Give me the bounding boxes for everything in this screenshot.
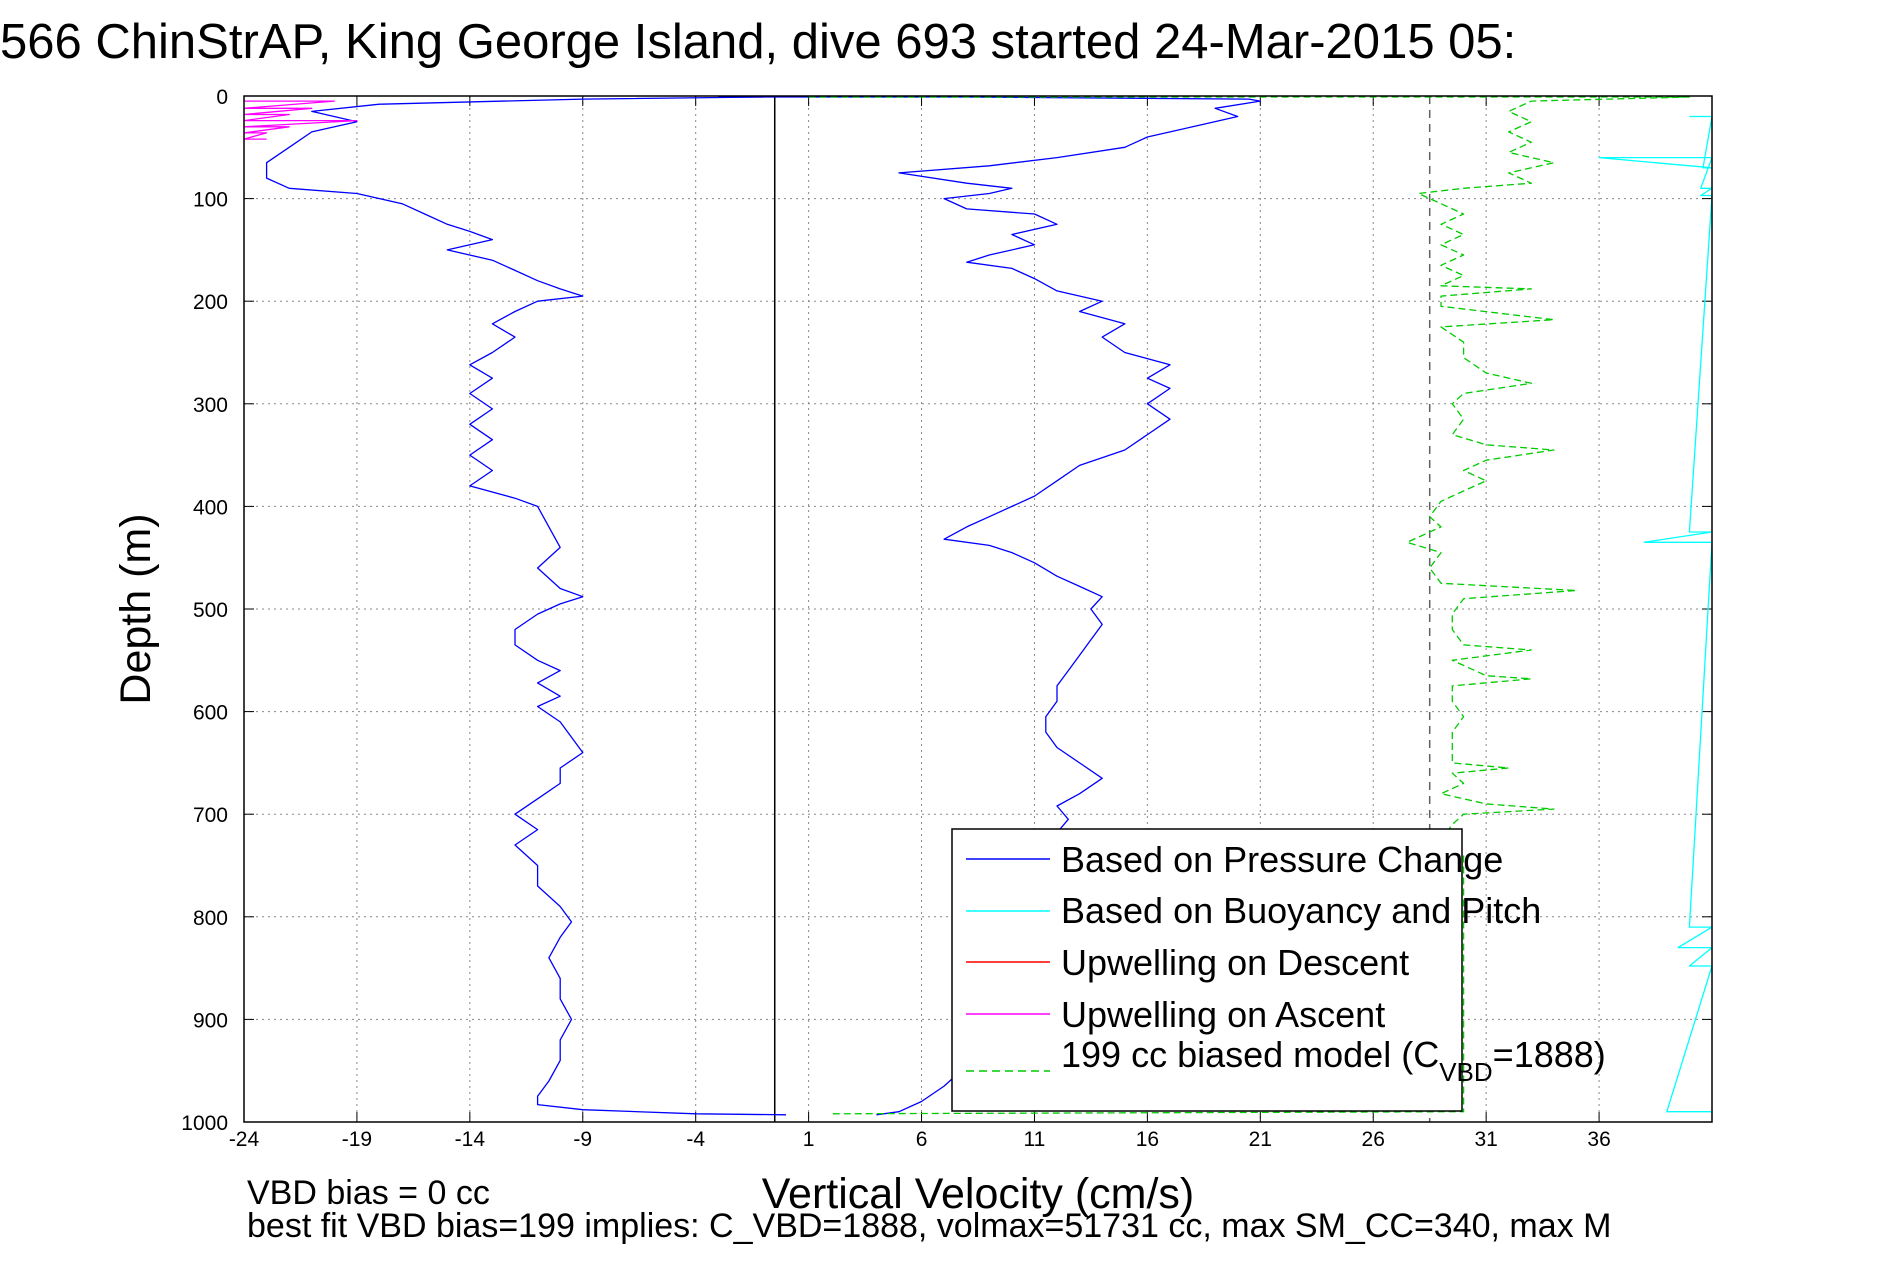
series-line-right-edge xyxy=(1598,115,1713,1113)
series-line-descent xyxy=(265,96,787,1116)
y-tick-label: 300 xyxy=(193,394,228,417)
x-tick-label: 16 xyxy=(1136,1128,1159,1151)
y-tick-label: 700 xyxy=(193,804,228,827)
y-tick-label: 800 xyxy=(193,907,228,930)
y-tick-label: 200 xyxy=(193,291,228,314)
series-line-top-left xyxy=(243,100,358,140)
y-tick-label: 1000 xyxy=(181,1112,228,1135)
x-tick-label: -9 xyxy=(573,1128,592,1151)
y-axis-label: Depth (m) xyxy=(112,513,160,704)
y-tick-label: 600 xyxy=(193,702,228,725)
plot-frame xyxy=(243,95,1713,1123)
y-tick-label: 500 xyxy=(193,599,228,622)
x-tick-label: -14 xyxy=(455,1128,486,1151)
legend-label-model-suffix: =1888) xyxy=(1493,1034,1606,1075)
legend-label-pressure: Based on Pressure Change xyxy=(1061,839,1503,880)
y-tick-label: 400 xyxy=(193,496,228,519)
legend-label-upwelling-ascent: Upwelling on Ascent xyxy=(1061,994,1385,1035)
chart-title: 566 ChinStrAP, King George Island, dive … xyxy=(0,15,1516,69)
legend-label-upwelling-descent: Upwelling on Descent xyxy=(1061,942,1409,983)
x-tick-label: 6 xyxy=(916,1128,928,1151)
legend-label-model-subscript: VBD xyxy=(1439,1057,1492,1087)
x-axis-label: Vertical Velocity (cm/s) xyxy=(762,1170,1195,1218)
legend-label-buoyancy: Based on Buoyancy and Pitch xyxy=(1061,890,1541,931)
y-tick-label: 100 xyxy=(193,189,228,212)
footer-line-1: VBD bias = 0 cc xyxy=(247,1174,490,1212)
x-tick-label: 1 xyxy=(803,1128,815,1151)
x-tick-label: 31 xyxy=(1474,1128,1497,1151)
x-tick-label: -4 xyxy=(686,1128,705,1151)
legend-label-model: 199 cc biased model (CVBD=1888) xyxy=(1061,1034,1606,1087)
footer-line-2: best fit VBD bias=199 implies: C_VBD=188… xyxy=(247,1207,1611,1245)
y-tick-label: 900 xyxy=(193,1009,228,1032)
y-tick-labels: 0 100 200 300 400 500 600 700 800 900 1000 xyxy=(181,86,228,1135)
x-tick-label: 36 xyxy=(1587,1128,1610,1151)
x-tick-labels: -24 -19 -14 -9 -4 1 6 11 16 21 26 31 36 xyxy=(229,1128,1611,1151)
x-tick-label: -24 xyxy=(229,1128,260,1151)
x-tick-label: 11 xyxy=(1024,1128,1046,1151)
x-tick-label: 26 xyxy=(1362,1128,1385,1151)
legend-label-model-prefix: 199 cc biased model (C xyxy=(1061,1034,1439,1075)
legend: Based on Pressure Change Based on Buoyan… xyxy=(951,828,1606,1112)
x-tick-label: -19 xyxy=(342,1128,372,1151)
y-tick-label: 0 xyxy=(216,86,228,109)
legend-box xyxy=(951,828,1463,1112)
series-line-model xyxy=(808,96,1691,1115)
x-tick-label: 21 xyxy=(1249,1128,1272,1151)
